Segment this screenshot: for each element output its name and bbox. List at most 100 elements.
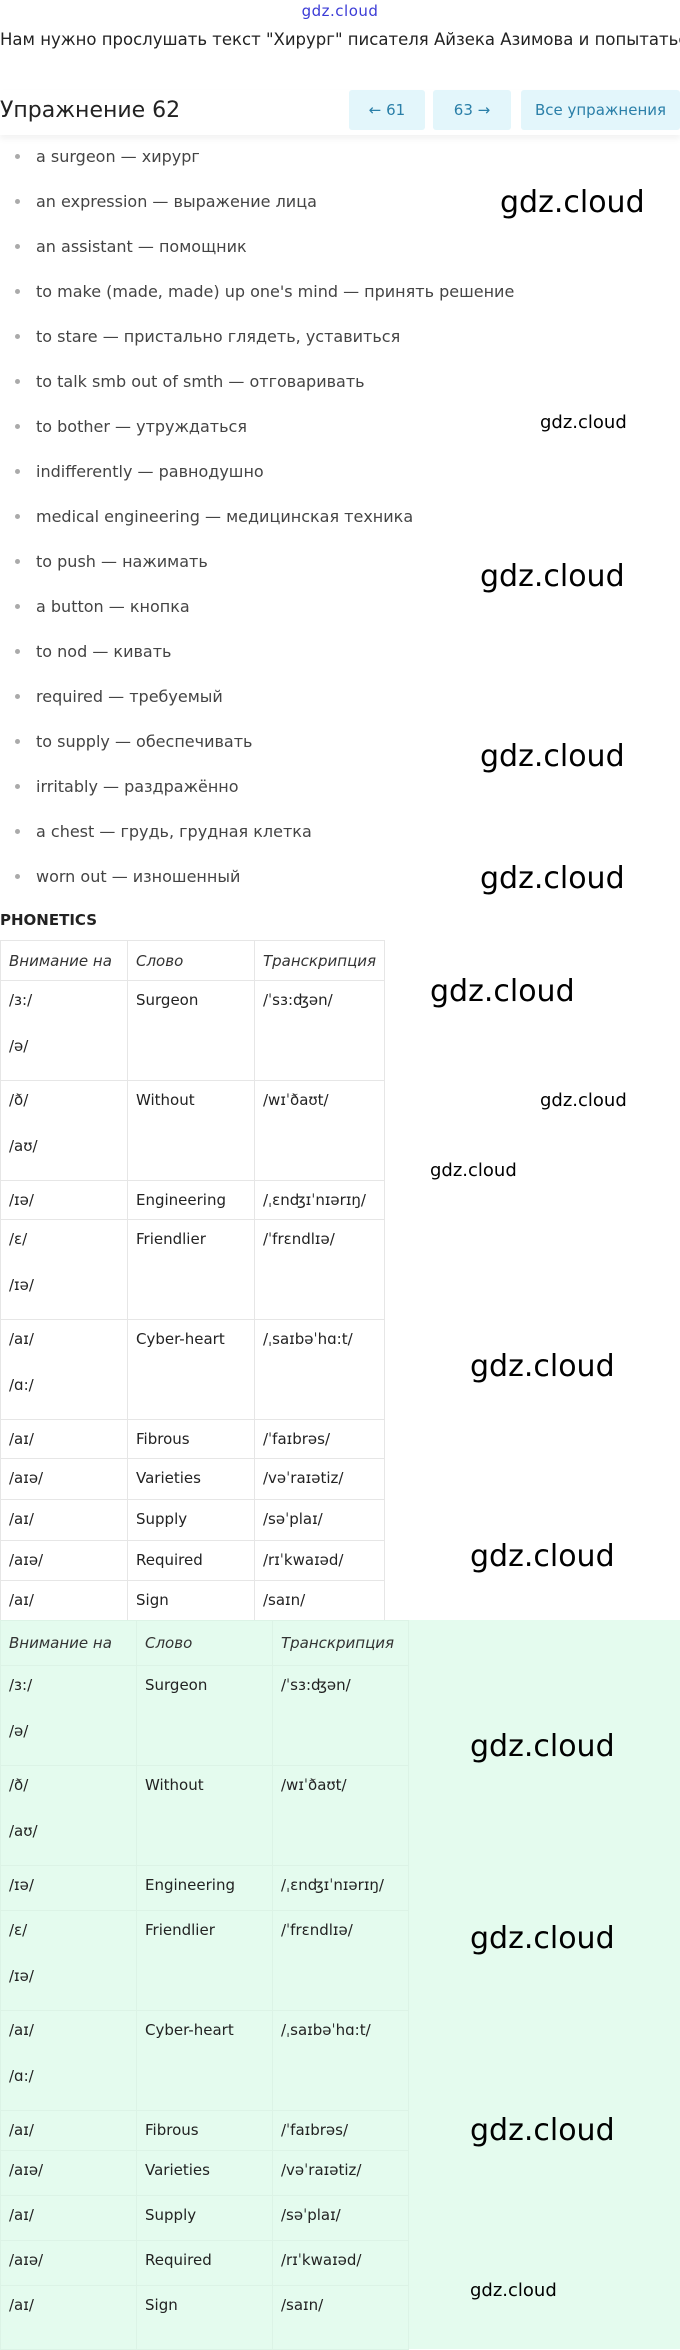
word-cell: Friendlier [127, 1219, 255, 1320]
watermark: gdz.cloud [480, 559, 625, 594]
word-cell: Surgeon [127, 980, 255, 1081]
word-cell: Fibrous [127, 1419, 255, 1459]
sound: /aɪ/ [9, 1330, 34, 1348]
vocabulary-item: an assistant — помощник [0, 224, 514, 269]
table-row: /aɪ/ /ɑ:/ Cyber-heart/ˌsaɪbəˈhɑ:t/ [0, 2010, 409, 2111]
word-cell: Cyber-heart [127, 1319, 255, 1420]
sound: /ə/ [9, 1722, 29, 1740]
sound-cell: /ɪə/ [0, 1865, 137, 1911]
sound: /ð/ [9, 1091, 29, 1109]
sound: /ə/ [9, 1037, 29, 1055]
transcription-cell: /rɪˈkwaɪəd/ [253, 1540, 386, 1581]
word-cell: Without [136, 1765, 273, 1866]
table-header-row: Внимание на Слово Транскрипция [0, 1620, 409, 1666]
word-cell: Engineering [136, 1865, 273, 1911]
table-row: /ɪə/Engineering/ˌɛnʤɪˈnɪərɪŋ/ [0, 1865, 409, 1911]
table-row: /aɪ/Supply/səˈplaɪ/ [0, 2195, 409, 2241]
sound: /ɪə/ [9, 1967, 34, 1985]
sound-cell: /aɪ/ [0, 1499, 128, 1541]
vocabulary-item: to make (made, made) up one's mind — при… [0, 269, 514, 314]
sound: /aɪ/ [9, 1510, 34, 1528]
vocabulary-item: to nod — кивать [0, 629, 514, 674]
table-row: /aɪə/Varieties/vəˈraɪətiz/ [0, 1458, 386, 1500]
word-cell: Friendlier [136, 1910, 273, 2011]
table-header-row: Внимание на Слово Транскрипция [0, 940, 386, 981]
sound-cell: /aɪ/ [0, 2110, 137, 2151]
table-row: /ɛ/ /ɪə/Friendlier/ˈfrɛndlɪə/ [0, 1910, 409, 2011]
next-exercise-button[interactable]: 63 → [433, 90, 511, 130]
exercise-header: Упражнение 62 ← 61 63 → Все упражнения [0, 90, 680, 135]
transcription-cell: /vəˈraɪətiz/ [253, 1458, 386, 1500]
sound: /aɪə/ [9, 2251, 44, 2269]
watermark: gdz.cloud [470, 2280, 557, 2301]
table-row: /ð/ /aʊ/Without/wɪˈðaʊt/ [0, 1765, 409, 1866]
word-cell: Without [127, 1080, 255, 1181]
transcription-cell: /saɪn/ [272, 2285, 409, 2350]
transcription-cell: /ˌɛnʤɪˈnɪərɪŋ/ [272, 1865, 409, 1911]
sound: /ɑ:/ [9, 1376, 34, 1394]
word-cell: Cyber-heart [136, 2010, 273, 2111]
sound-cell: /aɪə/ [0, 1540, 128, 1581]
vocabulary-item: medical engineering — медицинская техник… [0, 494, 514, 539]
vocabulary-item: indifferently — равнодушно [0, 449, 514, 494]
transcription-cell: /ˈfrɛndlɪə/ [272, 1910, 409, 2011]
sound-cell: /aɪə/ [0, 1458, 128, 1500]
transcription-cell: /ˈfrɛndlɪə/ [253, 1219, 386, 1320]
vocabulary-item: an expression — выражение лица [0, 179, 514, 224]
sound: /ɛ/ [9, 1230, 28, 1248]
all-exercises-button[interactable]: Все упражнения [521, 90, 680, 130]
prev-exercise-button[interactable]: ← 61 [349, 90, 425, 130]
transcription-cell: /rɪˈkwaɪəd/ [272, 2240, 409, 2286]
word-cell: Sign [127, 1580, 255, 1623]
word-cell: Surgeon [136, 1665, 273, 1766]
word-cell: Sign [136, 2285, 273, 2350]
vocabulary-item: to push — нажимать [0, 539, 514, 584]
transcription-cell: /ˈsɜ:ʤən/ [253, 980, 386, 1081]
table-row: /aɪ/Sign/saɪn/ [0, 1580, 386, 1623]
transcription-cell: /saɪn/ [253, 1580, 386, 1623]
vocabulary-item: a button — кнопка [0, 584, 514, 629]
vocabulary-item: worn out — изношенный [0, 854, 514, 899]
sound-cell: /aɪə/ [0, 2150, 137, 2196]
watermark: gdz.cloud [470, 2113, 615, 2148]
watermark: gdz.cloud [480, 739, 625, 774]
sound: /aɪ/ [9, 1430, 34, 1448]
site-logo[interactable]: gdz.cloud [301, 2, 379, 20]
transcription-cell: /ˈfaɪbrəs/ [272, 2110, 409, 2151]
watermark: gdz.cloud [540, 1090, 627, 1111]
sound: /ɪə/ [9, 1191, 34, 1209]
word-cell: Engineering [127, 1180, 255, 1220]
intro-text: Нам нужно прослушать текст "Хирург" писа… [0, 30, 680, 49]
vocabulary-item: to stare — пристально глядеть, уставитьс… [0, 314, 514, 359]
sound: /aɪ/ [9, 2206, 34, 2224]
sound-cell: /ɜ:/ /ə/ [0, 1665, 137, 1766]
vocabulary-item: irritably — раздражённо [0, 764, 514, 809]
sound: /aɪ/ [9, 1591, 34, 1609]
watermark: gdz.cloud [470, 1729, 615, 1764]
sound: /aɪ/ [9, 2021, 34, 2039]
word-cell: Varieties [136, 2150, 273, 2196]
transcription-cell: /ˌsaɪbəˈhɑ:t/ [253, 1319, 386, 1420]
word-cell: Supply [127, 1499, 255, 1541]
table-row: /aɪ/ /ɑ:/ Cyber-heart/ˌsaɪbəˈhɑ:t/ [0, 1319, 386, 1420]
column-header: Транскрипция [272, 1620, 409, 1666]
transcription-cell: /səˈplaɪ/ [272, 2195, 409, 2241]
table-row: /aɪ/Fibrous/ˈfaɪbrəs/ [0, 2110, 409, 2151]
transcription-cell: /ˌsaɪbəˈhɑ:t/ [272, 2010, 409, 2111]
sound: /aʊ/ [9, 1137, 38, 1155]
vocabulary-item: to supply — обеспечивать [0, 719, 514, 764]
transcription-cell: /wɪˈðaʊt/ [253, 1080, 386, 1181]
sound-cell: /aɪ/ /ɑ:/ [0, 2010, 137, 2111]
sound: /ɛ/ [9, 1921, 28, 1939]
transcription-cell: /wɪˈðaʊt/ [272, 1765, 409, 1866]
sound: /ɜ:/ [9, 991, 33, 1009]
table-row: /ɜ:/ /ə/Surgeon/ˈsɜ:ʤən/ [0, 1665, 409, 1766]
sound-cell: /ð/ /aʊ/ [0, 1080, 128, 1181]
word-cell: Varieties [127, 1458, 255, 1500]
sound-cell: /aɪ/ /ɑ:/ [0, 1319, 128, 1420]
sound-cell: /aɪ/ [0, 1419, 128, 1459]
phonetics-table: Внимание на Слово Транскрипция/ɜ:/ /ə/Surge… [0, 940, 386, 1623]
table-row: /ɛ/ /ɪə/Friendlier/ˈfrɛndlɪə/ [0, 1219, 386, 1320]
page-title: Упражнение 62 [0, 98, 181, 123]
vocabulary-item: to talk smb out of smth — отговаривать [0, 359, 514, 404]
